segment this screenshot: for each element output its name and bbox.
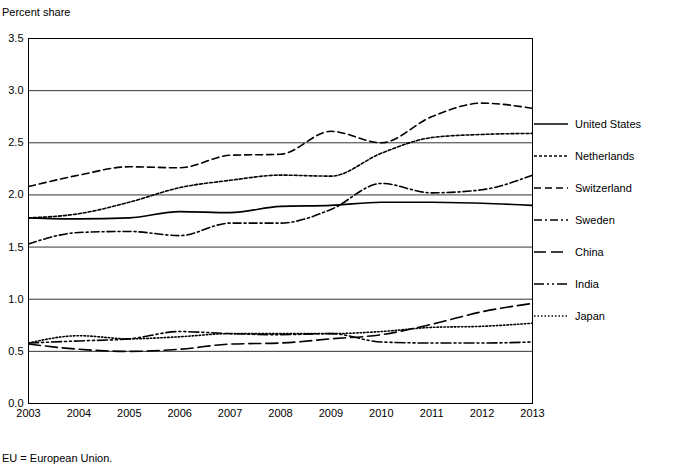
svg-text:1.0: 1.0 (8, 293, 23, 305)
html-text:Switzerland: Switzerland (575, 182, 632, 194)
svg-text:2010: 2010 (369, 407, 393, 419)
svg-text:2005: 2005 (117, 407, 141, 419)
svg-text:2006: 2006 (167, 407, 191, 419)
svg-text:3.5: 3.5 (8, 32, 23, 44)
svg-text:3.0: 3.0 (8, 84, 23, 96)
svg-text:2007: 2007 (218, 407, 242, 419)
html-text:United States: United States (575, 118, 641, 130)
html-text:Netherlands: Netherlands (575, 150, 635, 162)
svg-text:2.5: 2.5 (8, 136, 23, 148)
svg-text:0.5: 0.5 (8, 345, 23, 357)
svg-text:2004: 2004 (67, 407, 91, 419)
svg-text:2.0: 2.0 (8, 188, 23, 200)
html-text:Sweden: Sweden (575, 214, 615, 226)
svg-text:2008: 2008 (268, 407, 292, 419)
svg-text:2011: 2011 (420, 407, 444, 419)
svg-text:2003: 2003 (16, 407, 40, 419)
svg-text:0.0: 0.0 (8, 397, 24, 409)
html-text:China: China (575, 246, 604, 258)
svg-text:2009: 2009 (319, 407, 343, 419)
html-text:Japan: Japan (575, 310, 605, 322)
html-text:India: India (575, 278, 599, 290)
html-text:Percent share: Percent share (2, 6, 71, 18)
html-text:EU = European Union.: EU = European Union. (2, 452, 113, 464)
svg-text:1.5: 1.5 (8, 241, 23, 253)
svg-text:2013: 2013 (520, 407, 544, 419)
svg-text:2012: 2012 (470, 407, 494, 419)
